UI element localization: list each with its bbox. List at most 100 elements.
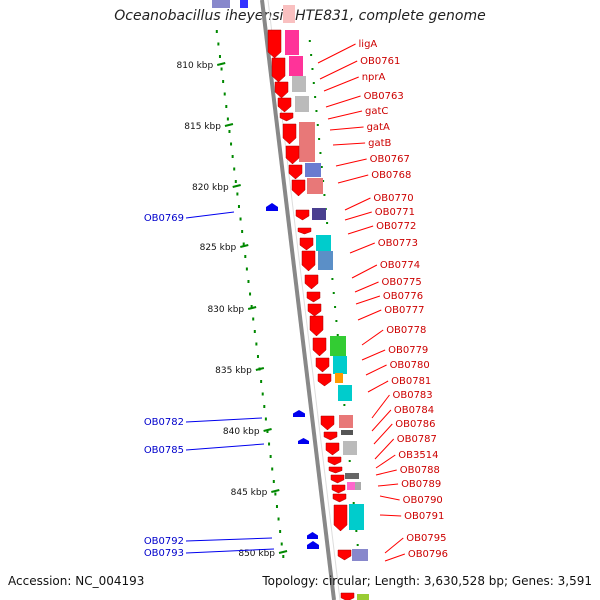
forward-gene-label: OB0780: [390, 360, 430, 371]
gc-dot: [356, 544, 359, 546]
forward-gene-arrow: [315, 357, 330, 373]
gc-dot: [332, 292, 335, 294]
gc-dot: [355, 530, 358, 532]
forward-gene-arrow: [327, 456, 342, 466]
forward-leader-line: [384, 553, 406, 562]
forward-leader-line: [354, 281, 379, 293]
forward-leader-line: [337, 174, 369, 184]
kbp-label: 850 kbp: [238, 549, 275, 559]
gc-dot: [272, 480, 275, 483]
forward-gene-arrow: [340, 592, 355, 600]
reverse-gene-arrow: [298, 438, 309, 444]
gc-dot: [334, 306, 337, 308]
cog-box: [330, 336, 346, 356]
kbp-label: 825 kbp: [200, 243, 237, 253]
reverse-gene-arrow: [240, 0, 248, 8]
forward-leader-line: [384, 537, 404, 554]
gc-dot: [245, 267, 248, 271]
forward-leader-line: [371, 394, 390, 419]
reverse-gene-arrow: [293, 410, 305, 417]
gc-dot: [220, 67, 223, 71]
forward-gene-label: OB0772: [376, 221, 416, 232]
cog-box: [299, 122, 315, 162]
cog-box: [295, 96, 309, 112]
forward-gene-label: gatA: [367, 122, 390, 133]
forward-gene-arrow: [325, 442, 340, 456]
gc-dot: [215, 30, 218, 33]
forward-gene-arrow: [274, 81, 289, 99]
forward-leader-line: [357, 309, 382, 321]
forward-leader-line: [361, 329, 384, 346]
forward-gene-arrow: [309, 315, 324, 337]
reverse-leader-line: [185, 537, 273, 542]
forward-leader-line: [327, 110, 363, 120]
forward-leader-line: [374, 438, 395, 460]
forward-leader-line: [365, 364, 387, 376]
cog-box: [289, 56, 303, 76]
gc-dot: [222, 80, 225, 83]
forward-gene-label: OB0790: [403, 495, 443, 506]
kbp-tick: [240, 244, 249, 248]
forward-gene-arrow: [304, 274, 319, 290]
forward-gene-labels: ligA OB0761 nprA OB0763 gatC gatA gatB OB0767 OB…: [317, 39, 448, 562]
cog-box: [345, 473, 359, 479]
kbp-label: 845 kbp: [231, 488, 268, 498]
forward-gene-label: OB0783: [392, 390, 432, 401]
forward-gene-label: OB0763: [364, 91, 404, 102]
gc-dot: [228, 130, 231, 133]
forward-gene-label: OB0778: [386, 325, 426, 336]
kbp-label: 830 kbp: [207, 305, 244, 315]
cog-box: [357, 594, 369, 600]
gc-dot: [256, 355, 259, 358]
gc-dot: [348, 460, 351, 462]
forward-gene-label: OB0775: [382, 277, 422, 288]
cog-box: [285, 30, 299, 55]
kbp-tick: [224, 123, 234, 127]
gc-dot: [275, 505, 278, 508]
gc-dot: [308, 40, 311, 42]
forward-leader-line: [347, 225, 374, 235]
forward-gene-label: ligA: [359, 39, 378, 50]
forward-leader-line: [344, 197, 371, 211]
forward-gene-label: OB0781: [391, 376, 431, 387]
gc-dot: [253, 330, 256, 333]
forward-gene-label: OB0770: [373, 193, 413, 204]
cog-box: [212, 0, 230, 8]
kbp-label: 840 kbp: [223, 427, 260, 437]
forward-gene-label: OB0788: [400, 465, 440, 476]
kbp-tick: [232, 184, 241, 188]
gc-dot: [268, 442, 271, 446]
kbp-label: 810 kbp: [177, 61, 214, 71]
gc-dot: [244, 255, 247, 258]
gc-dot: [255, 342, 258, 346]
gc-dot: [320, 166, 323, 168]
gc-dot: [352, 502, 355, 504]
forward-gene-arrow: [282, 123, 297, 145]
forward-leader-line: [332, 142, 366, 146]
cog-box: [341, 430, 353, 435]
gc-dot: [226, 117, 229, 121]
forward-gene-label: OB0776: [383, 291, 423, 302]
gc-dot: [282, 555, 285, 558]
gc-dot: [218, 55, 221, 58]
forward-gene-arrow: [317, 373, 332, 387]
gc-dot: [335, 320, 338, 322]
forward-gene-label: OB0791: [404, 511, 444, 522]
gc-dot: [260, 380, 263, 383]
forward-gene-label: OB0787: [397, 434, 437, 445]
forward-gene-arrow: [333, 504, 348, 532]
forward-gene-arrow: [306, 291, 321, 303]
kbp-tick: [263, 428, 272, 432]
gc-dot: [247, 280, 250, 283]
forward-leader-line: [344, 211, 372, 221]
gc-dot: [264, 417, 267, 421]
gc-dot: [263, 405, 266, 408]
cog-box: [292, 76, 306, 92]
cog-box: [339, 415, 353, 428]
forward-gene-arrow: [297, 227, 312, 235]
forward-leader-line: [317, 43, 356, 64]
gc-dot: [249, 292, 252, 296]
cog-track: [283, 5, 369, 600]
